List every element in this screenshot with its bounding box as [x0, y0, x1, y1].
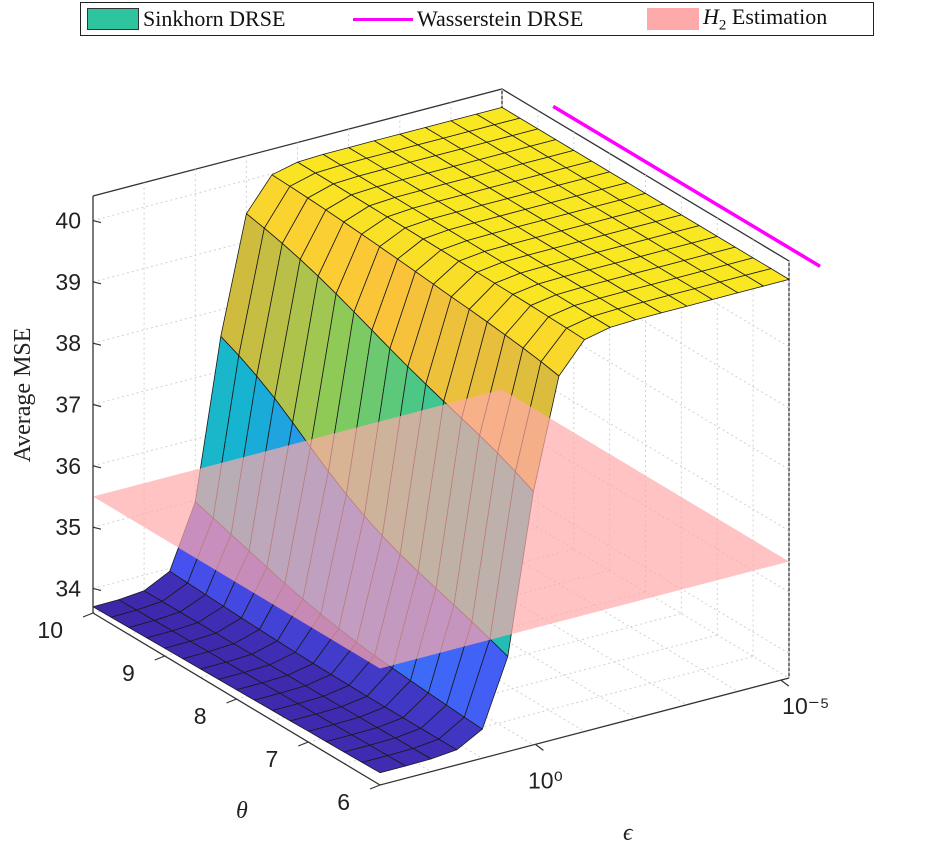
theta-tick-label: 9: [122, 660, 135, 686]
legend-label-h2: H2 Estimation: [703, 4, 827, 34]
z-tick-label: 34: [55, 575, 81, 601]
h2-plane-patch: [93, 389, 789, 669]
z-tick-mark: [92, 526, 102, 530]
z-tick-mark: [92, 281, 102, 285]
theta-tick-label: 8: [194, 703, 207, 729]
z-tick-mark: [92, 219, 102, 224]
theta-tick-label: 7: [265, 746, 278, 772]
epsilon-tick-mark: [535, 743, 544, 751]
h2-symbol: H: [703, 3, 719, 29]
epsilon-tick-mark: [780, 679, 790, 687]
epsilon-tick-label: 10⁻⁵: [782, 693, 829, 719]
legend-swatch-h2: [647, 8, 699, 30]
epsilon-axis-label: ϵ: [623, 820, 634, 846]
z-tick-label: 39: [55, 269, 81, 295]
theta-axis-label: θ: [236, 798, 248, 824]
z-tick-label: 36: [55, 453, 81, 479]
legend-item-sinkhorn: Sinkhorn DRSE: [87, 3, 285, 35]
legend: Sinkhorn DRSE Wasserstein DRSE H2 Estima…: [80, 2, 874, 36]
z-tick-label: 38: [55, 330, 81, 356]
z-tick-mark: [92, 342, 102, 346]
h2-plane: [93, 389, 789, 669]
wasserstein-line-segment: [552, 104, 821, 268]
z-axis-label: Average MSE: [10, 328, 36, 463]
epsilon-axis-line: [379, 677, 790, 786]
h2-subscript: 2: [718, 17, 727, 34]
legend-swatch-wasserstein: [353, 17, 413, 21]
theta-tick-mark: [154, 655, 165, 661]
z-tick-label: 40: [55, 208, 81, 234]
epsilon-tick-label: 10⁰: [528, 767, 563, 793]
tick-labels: 34 35 36 37 38 39 40 6 7 8 9 10 10⁰ 10⁻⁵: [37, 208, 829, 815]
legend-item-wasserstein: Wasserstein DRSE: [353, 3, 583, 35]
theta-tick-mark: [226, 698, 237, 704]
z-tick-mark: [92, 403, 102, 408]
surface-patch: [361, 755, 407, 774]
theta-tick-label: 10: [37, 617, 63, 643]
z-tick-label: 37: [55, 392, 81, 418]
theta-tick-mark: [82, 612, 94, 618]
theta-tick-label: 6: [337, 789, 350, 815]
legend-label-sinkhorn: Sinkhorn DRSE: [143, 6, 286, 31]
z-tick-label: 35: [55, 514, 81, 540]
z-tick-mark: [92, 465, 102, 469]
wasserstein-line: [552, 104, 821, 268]
z-tick-mark: [92, 587, 102, 592]
h2-estimation-text: Estimation: [731, 3, 828, 29]
theta-tick-mark: [298, 741, 309, 747]
theta-tick-mark: [369, 784, 381, 790]
legend-label-wasserstein: Wasserstein DRSE: [417, 6, 584, 31]
legend-swatch-sinkhorn: [87, 8, 139, 30]
legend-item-h2: H2 Estimation: [647, 3, 827, 35]
